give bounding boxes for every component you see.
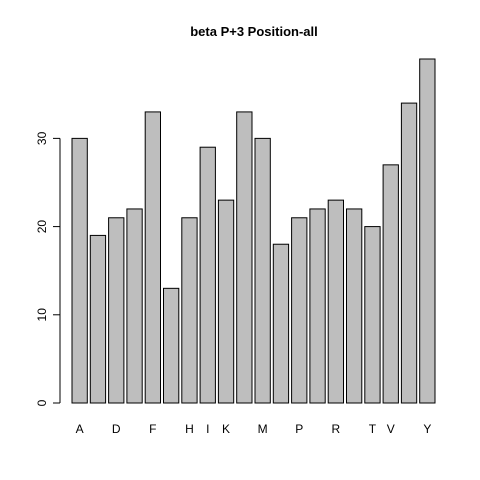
bar-N (272, 243, 290, 404)
bar-E (126, 208, 143, 404)
bar-H (181, 217, 198, 404)
bar-I (199, 146, 216, 404)
bar-F (144, 111, 161, 404)
y-axis: 0 10 20 30 (35, 131, 61, 406)
chart-title: beta P+3 Position-all (190, 24, 318, 39)
x-tick-label-I: I (206, 422, 209, 436)
x-tick-label-A: A (76, 422, 84, 436)
bar-G (163, 287, 180, 404)
y-tick-label-20: 20 (35, 220, 49, 234)
bar-V (382, 164, 399, 404)
x-tick-label-F: F (149, 422, 156, 436)
x-tick-label-T: T (369, 422, 377, 436)
bar-M (254, 137, 271, 404)
bar-P (291, 217, 308, 404)
y-tick-label-0: 0 (35, 399, 49, 406)
x-tick-label-V: V (387, 422, 395, 436)
y-tick-label-10: 10 (35, 308, 49, 322)
bar-Y (419, 58, 436, 404)
bars-group (71, 58, 436, 404)
bar-S (346, 208, 363, 404)
x-tick-label-R: R (332, 422, 341, 436)
bar-C (89, 234, 107, 404)
bar-T (364, 226, 381, 404)
x-tick-label-Y: Y (423, 422, 431, 436)
bar-Q (309, 208, 326, 404)
bar-A (71, 137, 88, 404)
bar-L (236, 111, 253, 404)
bar-W (400, 102, 418, 404)
x-tick-label-M: M (258, 422, 268, 436)
bar-R (327, 199, 345, 404)
x-tick-label-D: D (112, 422, 121, 436)
x-tick-label-K: K (222, 422, 230, 436)
y-tick-label-30: 30 (35, 131, 49, 145)
bar-D (108, 217, 125, 404)
x-tick-label-H: H (185, 422, 194, 436)
x-tick-label-P: P (295, 422, 303, 436)
bar-K (217, 199, 235, 404)
